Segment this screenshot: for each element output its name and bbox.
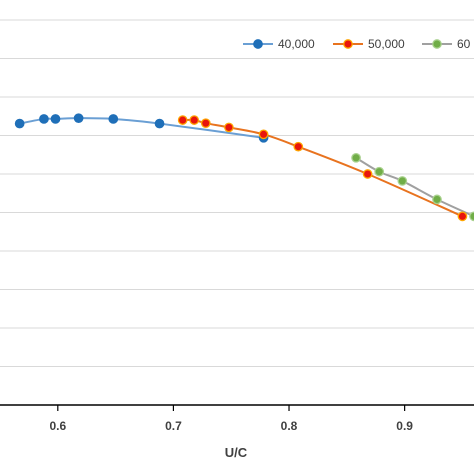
data-point <box>224 122 234 133</box>
data-point <box>189 115 200 125</box>
data-point <box>39 114 49 124</box>
data-point <box>362 169 373 179</box>
data-point <box>293 141 304 152</box>
legend-label: 50,000 <box>368 37 405 51</box>
x-tick-label: 0.9 <box>396 419 413 433</box>
series-markers <box>14 113 474 222</box>
legend-label: 40,000 <box>278 37 315 51</box>
x-tick-label: 0.8 <box>281 419 298 433</box>
data-point <box>469 211 474 222</box>
series-line-1 <box>182 118 463 218</box>
data-point <box>432 194 442 205</box>
data-point <box>177 115 188 125</box>
legend-swatch-marker <box>343 39 353 49</box>
legend-swatch-marker <box>253 39 263 49</box>
legend-label: 60 <box>457 37 471 51</box>
data-point <box>200 118 211 129</box>
axes: 0.6 0.7 0.8 0.9 <box>0 404 474 433</box>
data-point <box>374 166 385 177</box>
data-point <box>457 211 468 222</box>
data-point <box>154 118 165 129</box>
x-axis-title: U/C <box>225 445 248 460</box>
data-point <box>73 113 84 124</box>
data-point <box>14 118 25 129</box>
legend: 40,000 50,000 60 <box>243 37 471 51</box>
data-point <box>351 152 361 163</box>
x-tick-label: 0.7 <box>165 419 182 433</box>
series-line-2 <box>355 156 474 218</box>
data-point <box>258 129 269 140</box>
x-tick-label: 0.6 <box>49 419 66 433</box>
legend-swatch-marker <box>432 39 442 49</box>
data-point <box>50 114 61 124</box>
data-point <box>108 114 119 124</box>
series-lines <box>19 117 474 218</box>
grid-lines <box>0 19 474 367</box>
data-point <box>397 176 408 186</box>
